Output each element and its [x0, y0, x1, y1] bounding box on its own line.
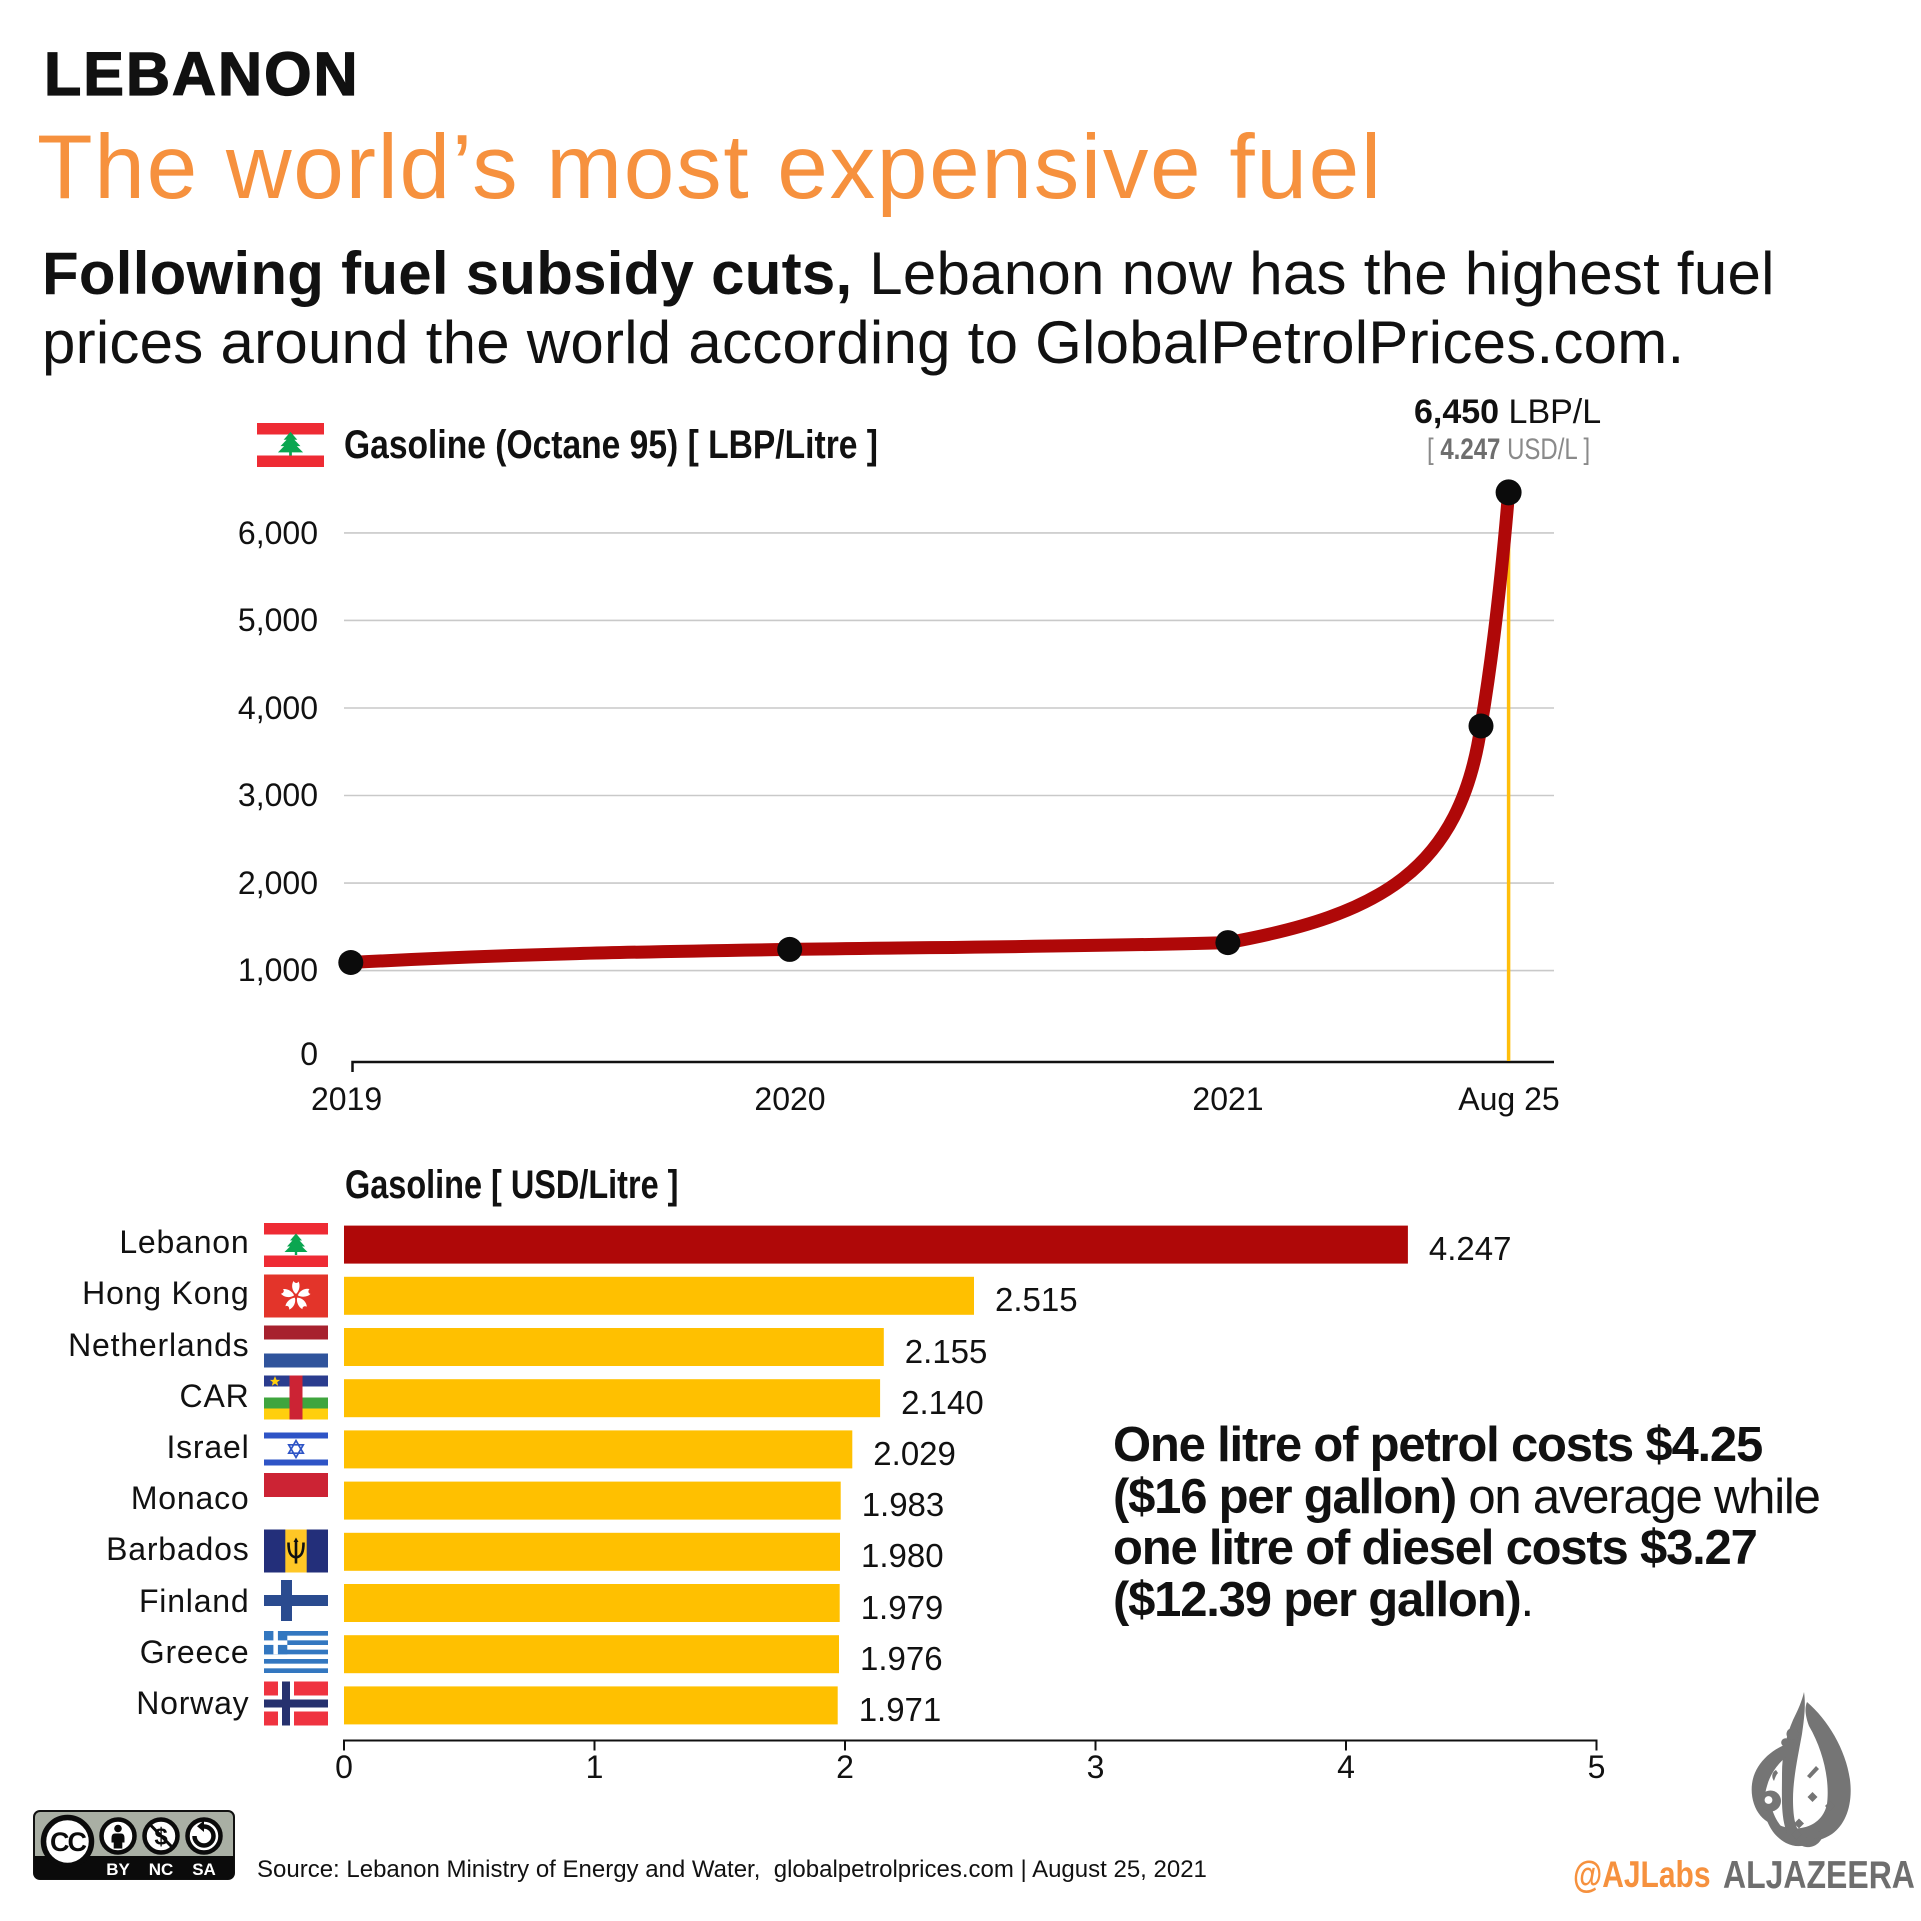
svg-text:NC: NC	[149, 1860, 174, 1879]
svg-text:BY: BY	[106, 1860, 130, 1879]
svg-text:CC: CC	[50, 1827, 86, 1857]
svg-text:SA: SA	[192, 1860, 216, 1879]
